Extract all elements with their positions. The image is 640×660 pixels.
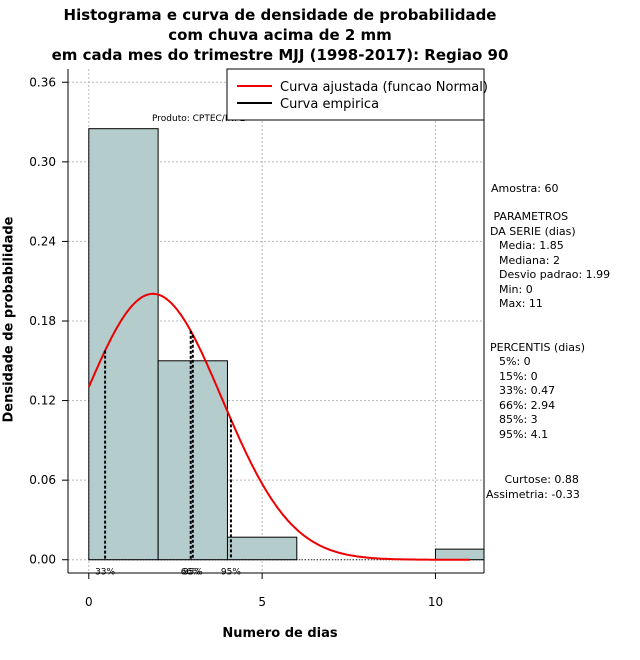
histogram-bar-2 <box>226 536 298 561</box>
percentiles-title: PERCENTIS (dias) <box>490 341 586 354</box>
kurtosis: Curtose: 0.88 <box>494 473 579 486</box>
chart-title-line-2: com chuva acima de 2 mm <box>168 26 392 44</box>
y-tick-label-3: 0.18 <box>29 314 56 328</box>
percentiles-values: 5%: 0 15%: 0 33%: 0.47 66%: 2.94 85%: 3 … <box>498 355 556 441</box>
parameters-values: Media: 1.85 Mediana: 2 Desvio padrao: 1.… <box>498 239 611 310</box>
product-label: Produto: CPTEC/INPE <box>152 114 246 124</box>
x-tick-label-2: 10 <box>428 595 443 609</box>
x-tick-label-1: 5 <box>258 595 266 609</box>
chart-title-line-1: Histograma e curva de densidade de proba… <box>63 6 497 24</box>
y-tick-label-6: 0.36 <box>29 75 56 89</box>
skewness: Assimetria: -0.33 <box>486 488 580 501</box>
y-tick-label-5: 0.30 <box>29 155 56 169</box>
sample-size: Amostra: 60 <box>491 182 559 195</box>
y-tick-label-2: 0.12 <box>29 394 56 408</box>
y-tick-label-0: 0.00 <box>29 553 56 567</box>
legend-box <box>226 68 485 121</box>
x-tick-label-0: 0 <box>85 595 93 609</box>
legend-label-1: Curva empirica <box>280 97 379 112</box>
histogram-bar-0 <box>88 128 159 561</box>
parameters-title: PARAMETROS DA SERIE (dias) <box>490 210 576 238</box>
y-axis-label: Densidade de probabilidade <box>1 216 17 423</box>
y-tick-label-4: 0.24 <box>29 234 56 248</box>
x-axis-label: Numero de dias <box>222 626 338 641</box>
y-tick-label-1: 0.06 <box>29 473 56 487</box>
chart-title-line-3: em cada mes do trimestre MJJ (1998-2017)… <box>51 46 509 64</box>
normal-density-curve <box>87 292 471 561</box>
histogram-bar-5 <box>434 548 485 561</box>
legend-label-0: Curva ajustada (funcao Normal) <box>280 80 488 95</box>
